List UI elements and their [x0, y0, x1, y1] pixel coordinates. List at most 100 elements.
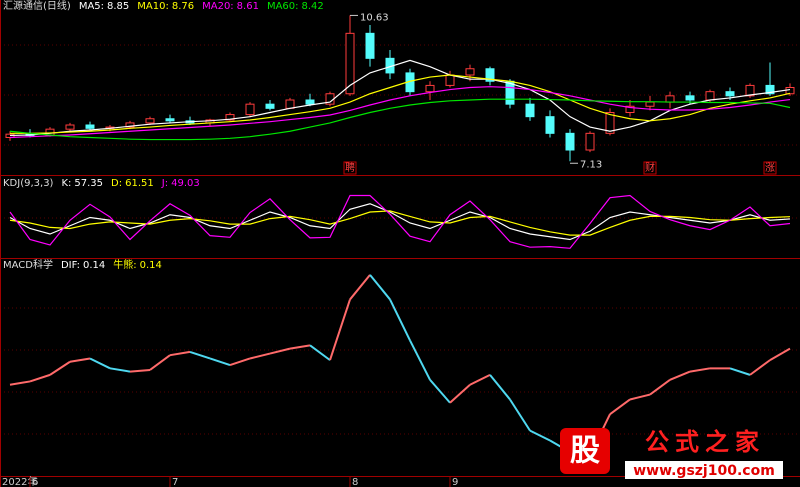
series-line [9, 59, 791, 137]
macd-segment [149, 354, 171, 371]
macd-segment [749, 359, 771, 376]
event-label: 涨 [765, 162, 775, 174]
legend-value: 57.35 [74, 178, 103, 189]
candle-body [485, 68, 495, 82]
macd-segment [269, 347, 291, 355]
logo-box [560, 428, 610, 474]
candle-body [65, 124, 75, 130]
x-tick-label: 6 [32, 477, 38, 487]
macd-segment [629, 393, 651, 401]
panel-header: KDJ(9,3,3) K: 57.35 D: 61.51 J: 49.03 [3, 178, 200, 189]
candle-body [225, 114, 235, 121]
candle-body [365, 32, 375, 59]
panel-title: 汇源通信(日线) [3, 0, 71, 12]
panel-title: KDJ(9,3,3) [3, 178, 54, 189]
series-line [9, 194, 791, 249]
macd-segment [249, 352, 271, 360]
legend-value: 49.03 [171, 178, 200, 189]
macd-segment [389, 299, 411, 341]
legend-value: 8.85 [107, 1, 129, 12]
macd-segment [469, 373, 491, 386]
candle-body [785, 87, 795, 95]
macd-segment [109, 367, 131, 373]
candle-body [565, 132, 575, 151]
macd-segment [129, 368, 151, 373]
macd-segment [489, 374, 511, 401]
macd-segment [69, 357, 91, 363]
macd-segment [9, 380, 31, 386]
x-tick-label: 2022年 [2, 475, 37, 487]
candle-body [145, 118, 155, 124]
candle-body [425, 84, 435, 93]
candle-body [625, 105, 635, 113]
panel-header: 汇源通信(日线) MA5: 8.85 MA10: 8.76 MA20: 8.61 MA60: 8… [3, 0, 324, 12]
x-tick-label: 9 [452, 477, 458, 487]
candle-body [745, 84, 755, 97]
macd-segment [689, 367, 711, 373]
legend-label: MA20: [202, 1, 234, 12]
logo: 股 [570, 434, 600, 469]
candle-body [85, 124, 95, 129]
macd-segment [509, 398, 531, 432]
macd-segment [349, 274, 371, 301]
macd-segment [449, 383, 471, 404]
legend-label: K: [61, 178, 71, 189]
series-line [9, 98, 791, 141]
legend-value: 8.42 [302, 1, 324, 12]
site-url: www.gszj100.com [633, 463, 775, 479]
legend-value: 0.14 [140, 260, 162, 271]
macd-segment [29, 373, 51, 383]
legend-value: 61.51 [125, 178, 154, 189]
min-label: 7.13 [580, 159, 602, 170]
macd-segment [369, 274, 391, 301]
candle-body [285, 99, 295, 109]
site-name: 公式之家 [645, 428, 765, 456]
legend-value: 8.61 [237, 1, 259, 12]
legend-label: D: [111, 178, 122, 189]
macd-segment [429, 379, 451, 404]
x-tick-label: 8 [352, 477, 358, 487]
event-box [763, 161, 777, 175]
candle-body [725, 91, 735, 97]
candle-body [125, 122, 135, 128]
macd-segment [409, 339, 431, 381]
legend-label: 牛熊: [113, 258, 136, 271]
candle-body [705, 91, 715, 101]
legend-value: 0.14 [83, 260, 105, 271]
event-label: 财 [645, 161, 655, 174]
series-line [9, 86, 791, 139]
candle-body [245, 103, 255, 116]
macd-segment [89, 357, 111, 370]
candle-body [605, 112, 615, 134]
macd-segment [229, 357, 251, 366]
macd-segment [309, 344, 331, 361]
macd-segment [609, 398, 631, 416]
event-box [643, 161, 657, 175]
series-line [9, 210, 791, 236]
event-label: 聘 [345, 161, 355, 174]
legend-label: MA10: [137, 1, 169, 12]
max-label: 10.63 [360, 12, 389, 23]
macd-segment [329, 299, 351, 361]
x-tick-label: 7 [172, 477, 178, 487]
legend-label: DIF: [61, 260, 80, 271]
candle-body [445, 74, 455, 86]
series-line [10, 74, 791, 134]
macd-segment [769, 347, 791, 361]
candle-body [165, 118, 175, 122]
candle-body [585, 132, 595, 151]
legend-label: J: [161, 178, 168, 189]
watermark: 股 公式之家 www.gszj100.com [560, 428, 783, 479]
candle-body [665, 95, 675, 103]
candle-body [645, 101, 655, 107]
candle-body [345, 32, 355, 95]
macd-segment [209, 357, 231, 366]
candle-body [465, 68, 475, 76]
legend-value: 8.76 [172, 1, 194, 12]
candle-body [545, 116, 555, 134]
macd-segment [669, 370, 691, 381]
url-box [625, 461, 783, 479]
candle-body [525, 103, 535, 118]
